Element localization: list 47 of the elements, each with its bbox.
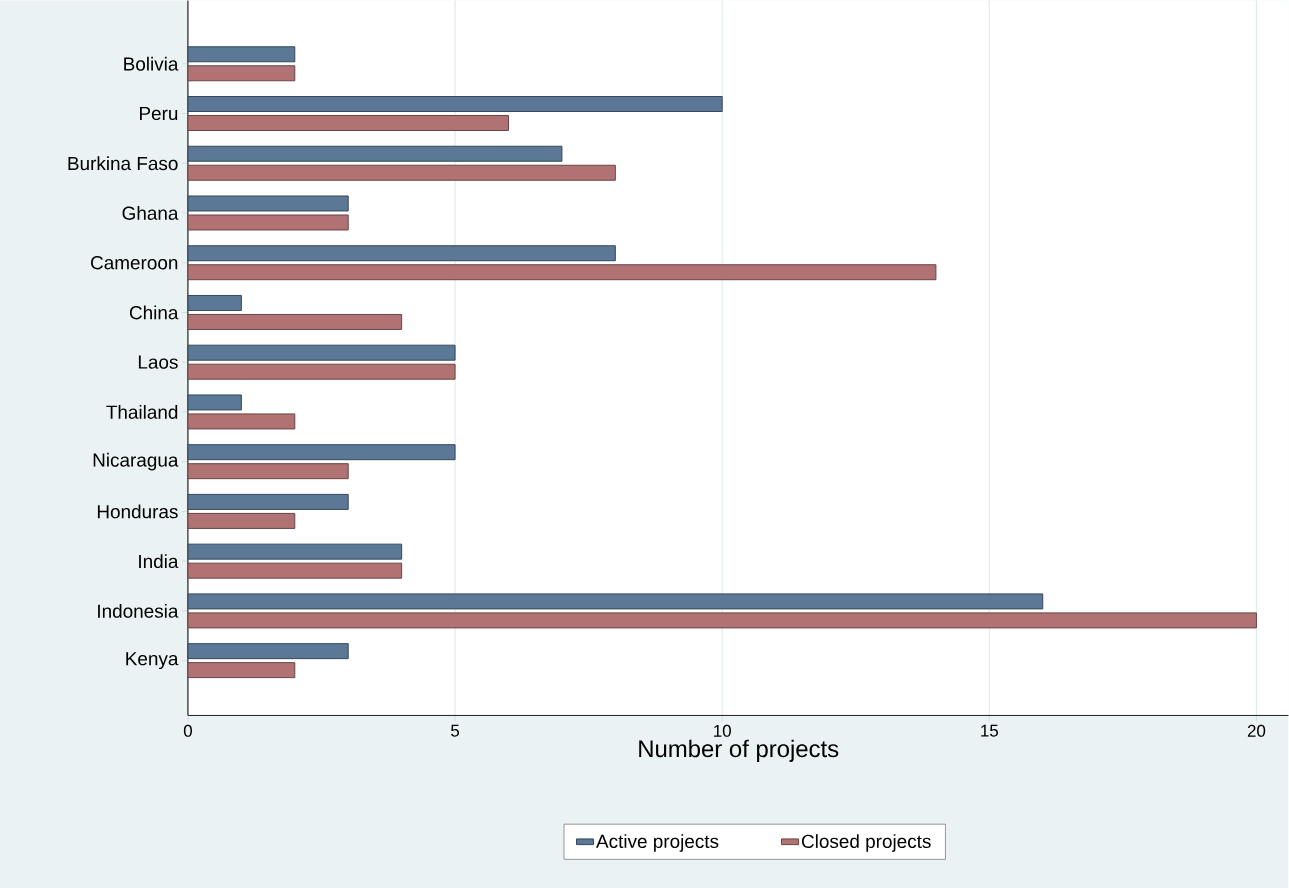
x-tick-label: 10: [714, 724, 731, 737]
y-tick-label: China: [129, 305, 179, 320]
bar: [187, 413, 296, 430]
y-tick-label: Laos: [138, 355, 178, 369]
bar: [187, 662, 296, 678]
bar: [187, 245, 616, 262]
y-tick-label: Bolivia: [124, 56, 179, 71]
x-tick-label: 20: [1247, 724, 1266, 737]
bar: [187, 164, 616, 181]
bar: [187, 493, 349, 510]
bar: [187, 65, 296, 82]
y-tick-label: Indonesia: [98, 603, 179, 618]
bar: [187, 145, 563, 162]
bar: [187, 463, 349, 480]
bar: [187, 46, 296, 63]
y-tick-label: Burkina Faso: [68, 156, 178, 171]
x-tick-label: 15: [981, 724, 999, 737]
bar: [187, 114, 509, 131]
bar: [187, 344, 456, 361]
bar: [187, 195, 349, 212]
bar: [187, 612, 1257, 629]
bar: [187, 363, 456, 380]
bar: [187, 593, 1044, 610]
bar: [187, 543, 403, 560]
legend-label: Closed projects: [801, 834, 931, 852]
bar: [187, 562, 403, 579]
bar: [187, 643, 349, 659]
y-tick-label: Cameroon: [91, 255, 178, 270]
bar: [187, 313, 403, 330]
bar: [187, 264, 937, 281]
x-axis-title: Number of projects: [639, 739, 839, 762]
y-tick-label: Peru: [140, 106, 178, 120]
bar: [187, 444, 456, 461]
x-tick-label: 5: [451, 724, 460, 737]
y-tick-label: Honduras: [97, 504, 178, 519]
y-tick-label: India: [139, 554, 179, 568]
y-tick-label: Ghana: [122, 205, 179, 220]
x-tick-label: 0: [183, 724, 192, 737]
bar: [187, 394, 242, 411]
y-tick-label: Nicaragua: [93, 452, 179, 471]
y-tick-label: Kenya: [126, 652, 179, 669]
legend-label: Active projects: [596, 834, 719, 852]
y-tick-label: Thailand: [106, 404, 178, 419]
bar: [187, 294, 242, 311]
bar: [187, 214, 349, 231]
bar: [187, 512, 296, 529]
bar: [187, 95, 723, 112]
